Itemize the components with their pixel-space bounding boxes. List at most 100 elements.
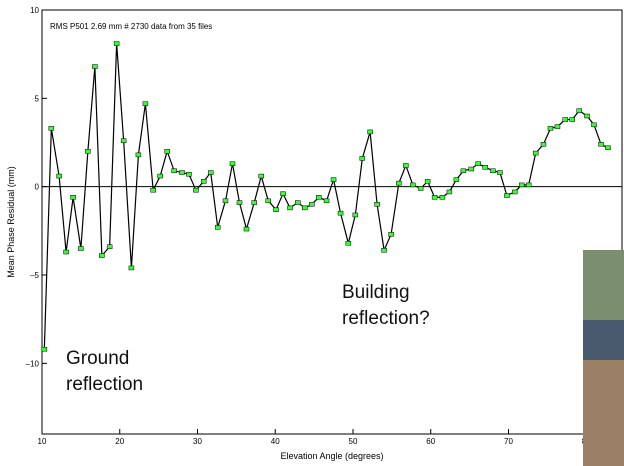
x-tick-label: 40 xyxy=(271,437,280,446)
photo-truck xyxy=(583,320,624,360)
x-tick-label: 10 xyxy=(38,437,47,446)
data-point xyxy=(258,173,264,179)
data-point xyxy=(99,253,105,258)
data-point xyxy=(78,246,84,251)
annotation: Ground xyxy=(66,348,129,369)
data-point xyxy=(576,108,582,113)
data-point xyxy=(85,149,91,154)
data-point xyxy=(417,186,424,191)
data-point xyxy=(63,249,69,255)
data-point xyxy=(48,126,55,131)
data-point xyxy=(431,195,438,200)
data-point xyxy=(396,180,402,186)
data-point xyxy=(273,207,279,212)
data-point xyxy=(142,101,149,106)
data-point xyxy=(113,41,120,46)
data-point xyxy=(70,195,76,200)
data-point xyxy=(532,150,539,156)
photo-ground xyxy=(583,360,624,466)
data-point xyxy=(309,202,315,207)
data-point xyxy=(381,248,387,253)
data-point xyxy=(518,182,525,188)
data-point xyxy=(200,179,207,184)
data-point xyxy=(446,189,453,195)
data-point xyxy=(229,161,236,166)
data-point xyxy=(497,170,503,175)
x-tick-label: 20 xyxy=(115,437,124,446)
data-point xyxy=(410,182,416,188)
data-point xyxy=(186,172,192,177)
data-point xyxy=(554,124,561,129)
data-point xyxy=(569,117,575,122)
data-point xyxy=(243,226,250,232)
data-point xyxy=(236,200,243,205)
y-tick-label: 5 xyxy=(35,94,40,103)
data-point xyxy=(337,210,344,216)
y-tick-label: –5 xyxy=(30,271,39,280)
data-point xyxy=(164,149,170,154)
data-point xyxy=(316,195,322,200)
data-point xyxy=(222,198,229,204)
data-point xyxy=(598,142,604,147)
data-point xyxy=(525,182,532,188)
data-point xyxy=(453,177,460,182)
x-tick-label: 30 xyxy=(193,437,202,446)
data-point xyxy=(92,64,98,69)
data-point xyxy=(439,195,446,200)
data-point xyxy=(424,179,431,184)
data-point xyxy=(323,198,330,204)
data-point xyxy=(302,205,308,211)
data-point xyxy=(547,126,554,131)
data-point xyxy=(179,170,185,175)
x-axis-label: Elevation Angle (degrees) xyxy=(280,451,383,461)
data-point xyxy=(128,265,135,271)
data-point xyxy=(150,187,156,193)
data-point xyxy=(605,145,611,151)
data-point xyxy=(359,156,366,161)
data-point xyxy=(135,152,142,158)
data-point xyxy=(265,198,271,204)
mean-line xyxy=(43,43,609,350)
data-point xyxy=(482,164,488,170)
data-point xyxy=(345,240,352,246)
data-point xyxy=(591,122,597,128)
data-point xyxy=(214,225,221,230)
y-tick-label: –10 xyxy=(26,359,40,368)
data-point xyxy=(120,138,127,143)
data-point xyxy=(584,113,590,119)
data-point xyxy=(468,166,474,172)
data-point xyxy=(460,168,467,174)
data-point xyxy=(475,161,481,166)
data-point xyxy=(207,170,214,175)
data-point xyxy=(374,202,380,207)
annotation: reflection? xyxy=(342,308,430,329)
plot-frame xyxy=(41,9,623,435)
annotation: Building xyxy=(342,282,410,303)
data-point xyxy=(490,168,496,174)
data-point xyxy=(504,193,510,198)
data-point xyxy=(295,200,301,205)
data-point xyxy=(367,129,373,135)
chart-title: RMS P501 2.69 mm # 2730 data from 35 fil… xyxy=(50,22,212,31)
data-point xyxy=(562,117,568,122)
data-point xyxy=(511,189,518,195)
data-point xyxy=(352,212,359,218)
data-point xyxy=(330,177,337,182)
data-point xyxy=(287,205,293,211)
data-point xyxy=(157,173,163,179)
data-point xyxy=(251,200,258,205)
x-tick-label: 60 xyxy=(426,437,435,446)
photo xyxy=(583,250,624,466)
data-point xyxy=(280,191,286,196)
x-tick-label: 50 xyxy=(349,437,358,446)
data-point xyxy=(388,232,394,237)
y-tick-label: 10 xyxy=(30,6,39,15)
annotation: reflection xyxy=(66,374,143,395)
data-point xyxy=(171,168,177,174)
data-point xyxy=(540,142,547,147)
y-axis-label: Mean Phase Residual (mm) xyxy=(6,166,16,278)
data-point xyxy=(106,244,113,249)
